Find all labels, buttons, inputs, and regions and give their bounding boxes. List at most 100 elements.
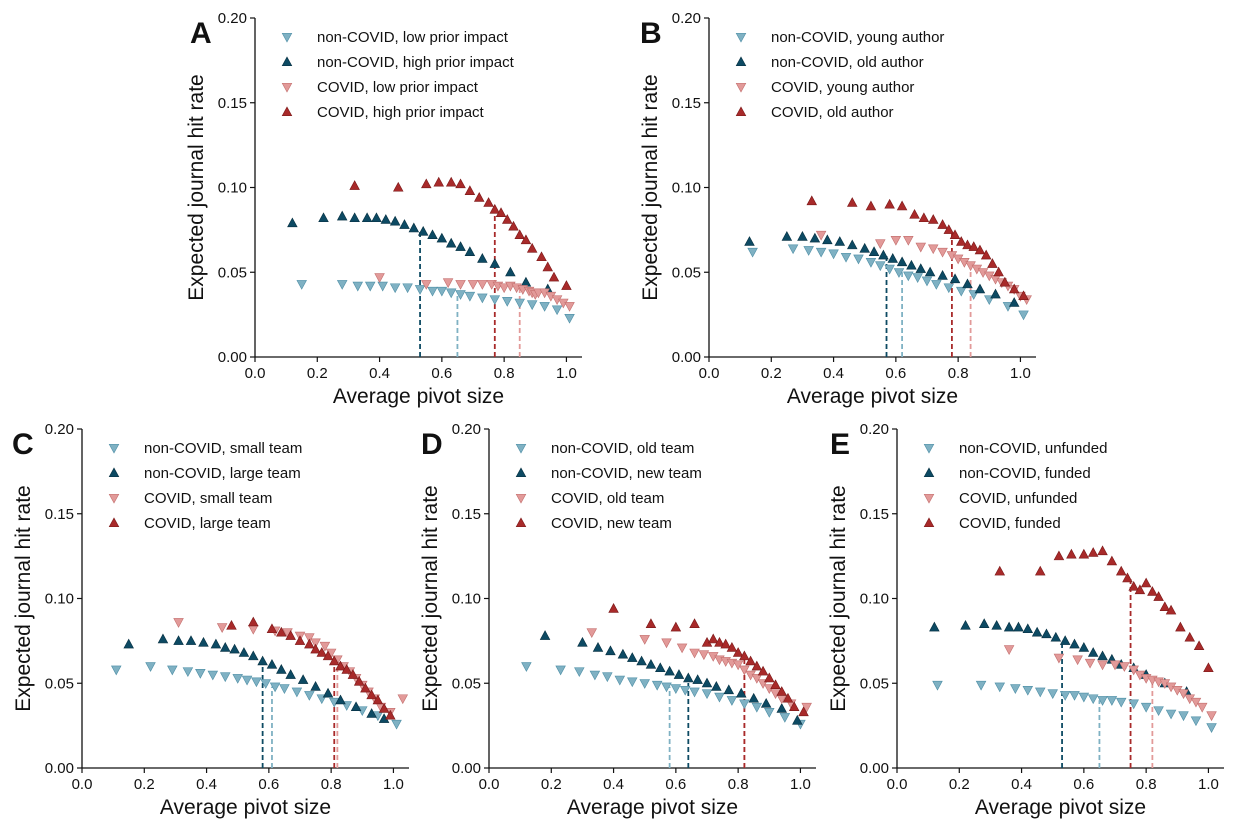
legend-marker [923, 467, 935, 478]
data-point [372, 694, 384, 705]
data-point [859, 242, 870, 253]
data-point [896, 200, 908, 211]
data-point [937, 219, 948, 229]
y-tick-label: 0.20 [218, 10, 247, 27]
data-point [1059, 635, 1071, 645]
y-tick-label: 0.05 [45, 675, 74, 692]
data-point [608, 603, 619, 613]
data-point [1106, 555, 1118, 566]
data-point [847, 197, 858, 207]
legend-label: COVID, funded [959, 515, 1061, 532]
x-tick-label: 0.4 [369, 365, 390, 382]
data-point [514, 229, 525, 240]
data-point [389, 283, 401, 294]
data-point [602, 672, 613, 683]
data-point [336, 280, 348, 290]
data-point [701, 689, 713, 700]
data-point [421, 178, 432, 189]
data-point [489, 258, 501, 268]
data-point [173, 618, 184, 628]
data-point [1031, 626, 1043, 637]
data-point [210, 638, 222, 649]
x-tick-label: 0.8 [948, 365, 969, 382]
data-point [927, 244, 939, 255]
data-point [1153, 591, 1164, 601]
data-point [840, 252, 852, 263]
y-tick-label: 0.20 [860, 421, 889, 438]
data-point [884, 264, 895, 275]
data-point [182, 667, 194, 678]
data-point [1022, 685, 1034, 696]
legend-marker [735, 106, 747, 117]
data-point [1178, 689, 1189, 700]
data-point [1053, 653, 1065, 664]
data-point [347, 669, 359, 679]
data-point [781, 231, 793, 241]
data-point [893, 268, 905, 278]
data-point [627, 677, 638, 688]
data-point [539, 302, 550, 312]
x-tick-label: 1.0 [556, 365, 577, 382]
data-point [815, 247, 827, 258]
data-point [739, 650, 750, 661]
data-point [853, 254, 864, 265]
data-point [216, 623, 228, 633]
data-point [477, 253, 488, 263]
data-point [1087, 694, 1099, 705]
data-point [1184, 631, 1195, 642]
data-point [353, 675, 365, 686]
y-tick-label: 0.00 [452, 760, 481, 777]
data-point [806, 195, 818, 206]
x-tick-label: 0.0 [887, 776, 908, 793]
data-point [1041, 628, 1052, 639]
data-point [421, 280, 432, 290]
data-point [1097, 696, 1108, 706]
y-tick-label: 0.10 [860, 591, 889, 608]
x-tick-label: 0.6 [1073, 776, 1094, 793]
legend-marker [515, 467, 527, 478]
data-point [514, 298, 525, 309]
data-point [304, 633, 315, 644]
data-point [1010, 684, 1021, 694]
data-point [389, 215, 401, 226]
data-point [464, 185, 476, 195]
data-point [732, 660, 744, 671]
x-tick-label: 0.8 [728, 776, 749, 793]
data-point [220, 672, 231, 683]
data-point [1159, 601, 1171, 612]
data-point [371, 212, 382, 223]
legend-marker [108, 493, 120, 504]
x-tick-label: 0.4 [603, 776, 624, 793]
data-point [521, 662, 532, 672]
data-point [287, 217, 298, 228]
data-point [1018, 310, 1029, 321]
data-point [748, 692, 759, 703]
data-point [1035, 565, 1046, 576]
y-tick-label: 0.00 [860, 760, 889, 777]
data-point [1128, 699, 1139, 710]
y-tick-label: 0.15 [860, 506, 889, 523]
legend-marker [923, 493, 935, 504]
x-tick-label: 0.0 [72, 776, 93, 793]
data-point [915, 263, 927, 273]
data-point [991, 619, 1002, 630]
legend-label: non-COVID, new team [551, 465, 702, 482]
data-point [1087, 647, 1099, 657]
data-point [1128, 581, 1139, 591]
data-point [757, 665, 769, 676]
data-point [364, 281, 376, 292]
legend-marker [281, 82, 293, 93]
data-point [322, 650, 334, 661]
data-point [238, 647, 250, 657]
data-point [937, 270, 948, 280]
panel-a: A 0.0 0.2 0.4 0.6 0.8 1.0 0.00 0.05 0.10 0.15 0.20 A… [185, 10, 582, 408]
data-point [464, 291, 476, 302]
data-point [483, 197, 494, 207]
data-point [645, 618, 657, 628]
data-point [999, 276, 1011, 287]
y-tick-label: 0.05 [452, 675, 481, 692]
data-point [1035, 687, 1046, 698]
data-point [229, 643, 240, 654]
data-point [1097, 545, 1108, 556]
data-point [701, 677, 713, 688]
